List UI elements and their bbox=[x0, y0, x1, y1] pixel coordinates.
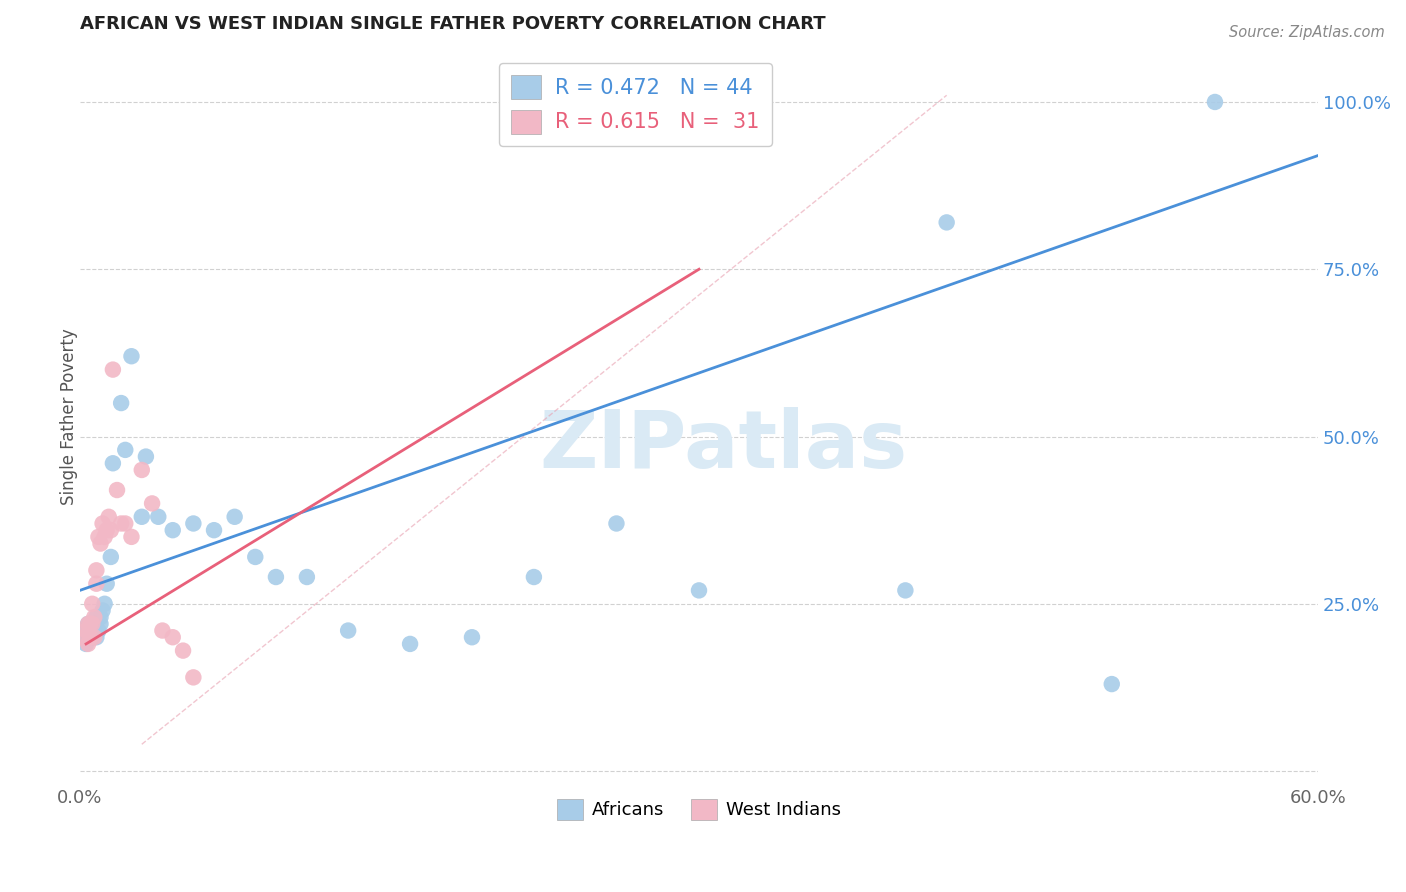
Point bbox=[87, 624, 110, 638]
Point bbox=[75, 624, 97, 638]
Point bbox=[83, 616, 105, 631]
Point bbox=[83, 610, 105, 624]
Point bbox=[121, 349, 143, 363]
Point bbox=[101, 456, 124, 470]
Point bbox=[224, 509, 246, 524]
Point bbox=[79, 624, 101, 638]
Point bbox=[86, 610, 108, 624]
Point bbox=[131, 509, 153, 524]
Point bbox=[86, 563, 108, 577]
Point bbox=[461, 630, 484, 644]
Point bbox=[935, 215, 957, 229]
Point bbox=[100, 549, 122, 564]
Point bbox=[73, 630, 96, 644]
Point bbox=[96, 523, 118, 537]
Point bbox=[894, 583, 917, 598]
Point bbox=[202, 523, 225, 537]
Point bbox=[152, 624, 174, 638]
Point bbox=[121, 530, 143, 544]
Point bbox=[605, 516, 627, 531]
Point bbox=[264, 570, 287, 584]
Point bbox=[82, 616, 104, 631]
Point bbox=[162, 523, 184, 537]
Point bbox=[96, 576, 118, 591]
Point bbox=[82, 597, 104, 611]
Point bbox=[295, 570, 318, 584]
Point bbox=[148, 509, 170, 524]
Point bbox=[183, 670, 205, 684]
Text: ZIPatlas: ZIPatlas bbox=[540, 407, 908, 485]
Point bbox=[91, 516, 114, 531]
Point bbox=[89, 616, 111, 631]
Point bbox=[75, 624, 97, 638]
Point bbox=[73, 630, 96, 644]
Point bbox=[101, 362, 124, 376]
Point bbox=[97, 509, 120, 524]
Point bbox=[93, 530, 115, 544]
Point bbox=[91, 603, 114, 617]
Point bbox=[183, 516, 205, 531]
Point bbox=[523, 570, 546, 584]
Text: Source: ZipAtlas.com: Source: ZipAtlas.com bbox=[1229, 25, 1385, 40]
Point bbox=[141, 496, 163, 510]
Point bbox=[172, 643, 194, 657]
Point bbox=[688, 583, 710, 598]
Point bbox=[86, 630, 108, 644]
Point bbox=[110, 396, 132, 410]
Point bbox=[86, 576, 108, 591]
Point bbox=[245, 549, 267, 564]
Point bbox=[1204, 95, 1226, 109]
Point bbox=[1101, 677, 1123, 691]
Point bbox=[75, 637, 97, 651]
Point bbox=[77, 630, 100, 644]
Point bbox=[82, 630, 104, 644]
Point bbox=[89, 536, 111, 550]
Point bbox=[77, 616, 100, 631]
Point bbox=[77, 616, 100, 631]
Point bbox=[666, 95, 689, 109]
Point bbox=[114, 442, 136, 457]
Point bbox=[82, 616, 104, 631]
Point bbox=[89, 610, 111, 624]
Point bbox=[135, 450, 157, 464]
Point bbox=[77, 637, 100, 651]
Point bbox=[93, 597, 115, 611]
Point bbox=[79, 630, 101, 644]
Point bbox=[114, 516, 136, 531]
Point bbox=[83, 624, 105, 638]
Point bbox=[105, 483, 128, 497]
Point bbox=[131, 463, 153, 477]
Point bbox=[79, 630, 101, 644]
Point bbox=[162, 630, 184, 644]
Text: AFRICAN VS WEST INDIAN SINGLE FATHER POVERTY CORRELATION CHART: AFRICAN VS WEST INDIAN SINGLE FATHER POV… bbox=[80, 15, 825, 33]
Point bbox=[87, 530, 110, 544]
Point bbox=[100, 523, 122, 537]
Point bbox=[83, 630, 105, 644]
Y-axis label: Single Father Poverty: Single Father Poverty bbox=[60, 328, 77, 505]
Point bbox=[79, 616, 101, 631]
Point bbox=[110, 516, 132, 531]
Point bbox=[399, 637, 422, 651]
Point bbox=[337, 624, 360, 638]
Legend: Africans, West Indians: Africans, West Indians bbox=[550, 791, 848, 827]
